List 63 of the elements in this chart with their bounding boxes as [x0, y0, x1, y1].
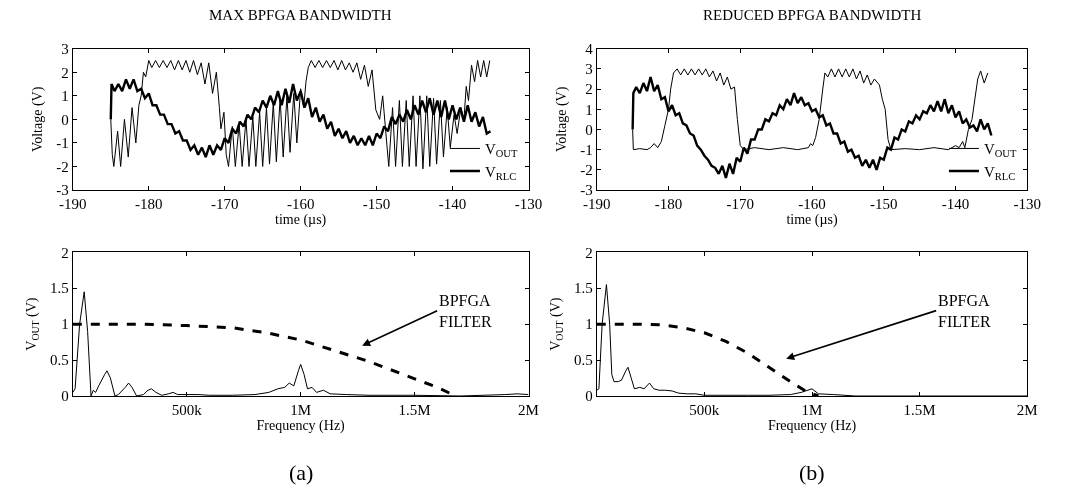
x-tick-label: -170: [210, 196, 239, 213]
x-tick-label: -190: [59, 196, 87, 213]
x-tick-label: 500k: [171, 401, 203, 418]
x-tick-label: 500k: [689, 401, 720, 418]
legend-label: V$_{OUT}$: [484, 141, 518, 160]
x-axis-title: time (µs): [786, 212, 838, 229]
y-tick-label: 2: [61, 64, 69, 81]
text: (b): [799, 460, 825, 485]
x-tick-label: 2M: [1016, 401, 1038, 418]
x-tick-label: 1M: [801, 401, 823, 418]
y-tick-label: 0: [585, 388, 593, 405]
x-axis-title: time (µs): [275, 212, 327, 229]
y-tick-label: -3: [580, 182, 593, 199]
x-tick-label: -180: [654, 196, 683, 213]
x-tick-label: -140: [438, 196, 467, 213]
annotation: BPFGA FILTER: [938, 292, 992, 330]
x-tick-label: 1.5M: [398, 401, 431, 418]
x-tick-label: -170: [726, 196, 754, 213]
x-tick-label: -130: [514, 196, 543, 213]
y-tick-label: 0: [585, 121, 593, 138]
y-tick-label: 0.5: [574, 352, 593, 369]
y-tick-label: 1: [585, 316, 593, 333]
chart-title: REDUCED BPFGA BANDWIDTH: [703, 7, 922, 23]
annotation: BPFGA FILTER: [439, 292, 493, 330]
x-tick-label: -190: [583, 196, 611, 213]
y-tick-label: 1: [61, 316, 69, 333]
y-tick-label: 3: [61, 40, 69, 57]
legend-label: V$_{RLC}$: [983, 163, 1016, 182]
x-tick-label: 2M: [518, 401, 539, 418]
chart-title: MAX BPFGA BANDWIDTH: [209, 7, 392, 23]
y-tick-label: 3: [585, 61, 593, 78]
x-axis-title: Frequency (Hz): [767, 417, 857, 434]
y-axis-title: Voltage (V): [29, 86, 46, 153]
legend-label: V$_{OUT}$: [983, 141, 1017, 160]
x-tick-label: 1M: [290, 401, 312, 418]
y-tick-label: 2: [585, 81, 593, 98]
x-tick-label: -150: [870, 196, 898, 213]
x-tick-label: -150: [362, 196, 391, 213]
y-tick-label: -1: [580, 141, 593, 158]
y-tick-label: -1: [56, 135, 69, 152]
y-tick-label: 2: [585, 244, 593, 261]
y-tick-label: 4: [585, 40, 594, 57]
y-tick-label: 1.5: [574, 280, 593, 297]
x-axis-title: Frequency (Hz): [256, 417, 346, 434]
x-tick-label: -140: [941, 196, 970, 213]
y-axis-title: Voltage (V): [553, 86, 570, 153]
legend-label: V$_{RLC}$: [484, 163, 517, 182]
y-tick-label: -3: [56, 182, 69, 199]
x-tick-label: -130: [1013, 196, 1041, 213]
y-tick-label: 1.5: [50, 280, 69, 297]
x-tick-label: -180: [135, 196, 163, 213]
y-tick-label: 0: [61, 111, 69, 128]
y-tick-label: -2: [580, 162, 593, 179]
y-tick-label: 0.5: [50, 352, 69, 369]
text: (a): [289, 460, 314, 485]
y-tick-label: 1: [585, 101, 593, 118]
x-tick-label: 1.5M: [903, 401, 936, 418]
y-tick-label: -2: [56, 158, 69, 175]
x-tick-label: -160: [798, 196, 826, 213]
y-tick-label: 0: [61, 388, 69, 405]
y-tick-label: 2: [61, 244, 69, 261]
y-tick-label: 1: [61, 88, 69, 105]
x-tick-label: -160: [286, 196, 315, 213]
